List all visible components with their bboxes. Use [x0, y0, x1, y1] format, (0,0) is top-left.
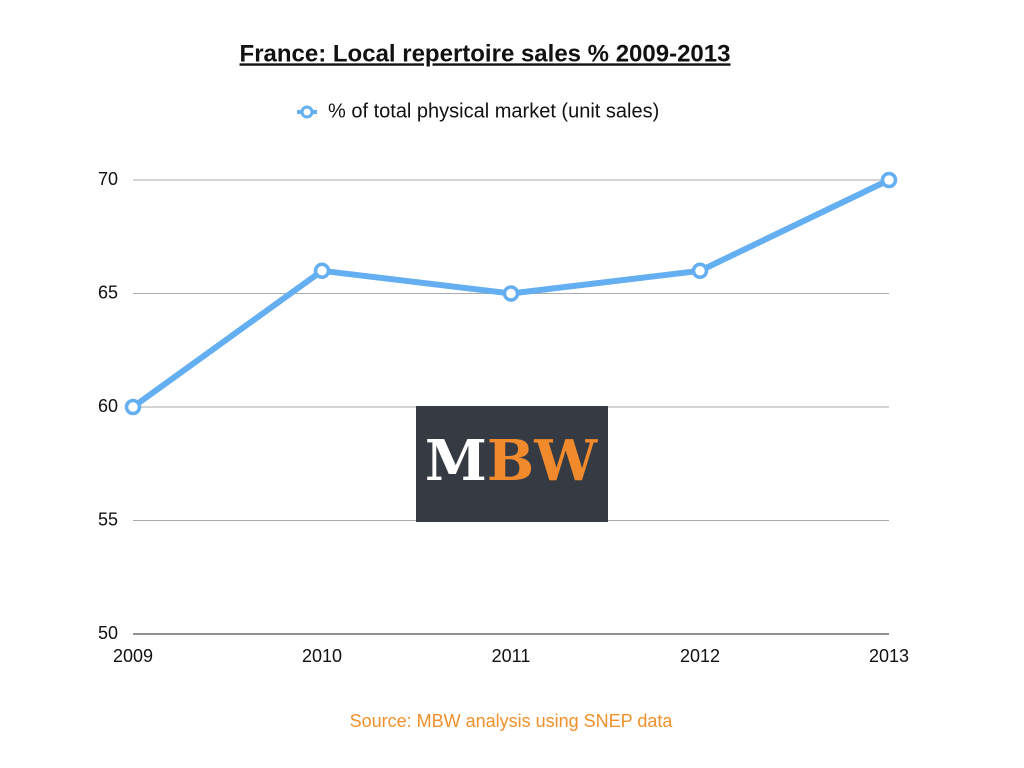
y-tick-label: 50 [98, 623, 118, 643]
x-tick-label: 2011 [492, 646, 531, 666]
legend-label: % of total physical market (unit sales) [328, 100, 659, 122]
y-tick-label: 60 [98, 396, 118, 416]
logo-part: M [425, 428, 487, 494]
x-tick-label: 2012 [680, 646, 720, 666]
logo-background [416, 406, 608, 522]
legend-marker [300, 105, 314, 119]
data-point [691, 262, 709, 280]
logo-text: MBW [425, 428, 598, 494]
data-point [502, 285, 520, 302]
x-tick-label: 2009 [113, 646, 153, 666]
y-tick-label: 65 [98, 282, 118, 302]
logo: MBW [416, 406, 608, 522]
x-tick-label: 2013 [869, 646, 909, 666]
source-note: Source: MBW analysis using SNEP data [350, 711, 674, 731]
chart-title: France: Local repertoire sales % 2009-20… [240, 40, 731, 67]
data-point [313, 262, 331, 280]
logo-part: BW [487, 428, 598, 494]
y-tick-label: 70 [98, 169, 118, 189]
data-point [124, 398, 142, 416]
y-tick-label: 55 [98, 509, 118, 529]
x-tick-label: 2010 [302, 646, 342, 666]
data-point [880, 171, 898, 189]
